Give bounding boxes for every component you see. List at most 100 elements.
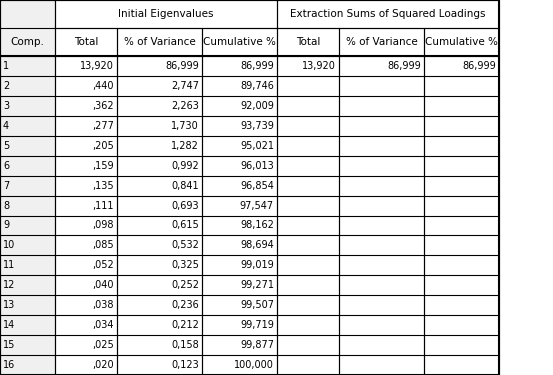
Bar — [117, 236, 202, 255]
Bar — [339, 315, 424, 335]
Text: 13: 13 — [3, 300, 15, 310]
Bar — [55, 56, 117, 76]
Text: 4: 4 — [3, 121, 9, 131]
Text: 6: 6 — [3, 160, 9, 171]
Bar — [117, 255, 202, 275]
Bar — [277, 28, 339, 56]
Text: ,111: ,111 — [92, 201, 114, 210]
Bar — [277, 355, 339, 375]
Bar — [117, 315, 202, 335]
Bar — [0, 156, 55, 176]
Bar — [55, 136, 117, 156]
Text: 99,271: 99,271 — [240, 280, 274, 290]
Text: 98,162: 98,162 — [240, 220, 274, 231]
Text: 15: 15 — [3, 340, 15, 350]
Bar — [339, 76, 424, 96]
Bar — [202, 315, 277, 335]
Text: Comp.: Comp. — [11, 37, 44, 47]
Bar — [0, 0, 55, 28]
Bar — [339, 236, 424, 255]
Text: 9: 9 — [3, 220, 9, 231]
Text: % of Variance: % of Variance — [124, 37, 195, 47]
Bar — [202, 196, 277, 216]
Bar — [424, 355, 499, 375]
Text: 0,615: 0,615 — [171, 220, 199, 231]
Bar — [55, 176, 117, 196]
Bar — [0, 335, 55, 355]
Bar — [202, 96, 277, 116]
Bar — [424, 295, 499, 315]
Text: 95,021: 95,021 — [240, 141, 274, 151]
Bar — [339, 216, 424, 236]
Bar — [55, 216, 117, 236]
Text: 0,532: 0,532 — [171, 240, 199, 250]
Bar — [277, 315, 339, 335]
Bar — [424, 275, 499, 295]
Bar — [339, 96, 424, 116]
Text: 96,013: 96,013 — [240, 160, 274, 171]
Bar — [55, 76, 117, 96]
Bar — [55, 156, 117, 176]
Bar — [424, 76, 499, 96]
Bar — [202, 355, 277, 375]
Bar — [117, 156, 202, 176]
Text: 14: 14 — [3, 320, 15, 330]
Bar — [339, 56, 424, 76]
Text: Extraction Sums of Squared Loadings: Extraction Sums of Squared Loadings — [290, 9, 486, 19]
Bar — [202, 255, 277, 275]
Bar — [424, 156, 499, 176]
Bar — [277, 295, 339, 315]
Text: ,040: ,040 — [92, 280, 114, 290]
Bar — [339, 295, 424, 315]
Bar — [277, 0, 499, 28]
Text: 86,999: 86,999 — [462, 61, 496, 71]
Bar — [202, 56, 277, 76]
Bar — [424, 196, 499, 216]
Bar — [424, 116, 499, 136]
Bar — [277, 156, 339, 176]
Bar — [339, 28, 424, 56]
Bar — [55, 355, 117, 375]
Bar — [0, 176, 55, 196]
Bar — [55, 96, 117, 116]
Text: 0,212: 0,212 — [171, 320, 199, 330]
Bar — [117, 96, 202, 116]
Bar — [117, 295, 202, 315]
Bar — [0, 236, 55, 255]
Bar — [277, 56, 339, 76]
Bar — [277, 335, 339, 355]
Bar — [0, 295, 55, 315]
Bar — [0, 28, 55, 56]
Bar — [202, 275, 277, 295]
Bar — [424, 216, 499, 236]
Text: 99,019: 99,019 — [240, 260, 274, 270]
Bar — [117, 196, 202, 216]
Text: 1: 1 — [3, 61, 9, 71]
Text: ,277: ,277 — [92, 121, 114, 131]
Text: 0,841: 0,841 — [171, 181, 199, 190]
Text: ,205: ,205 — [92, 141, 114, 151]
Text: 2,263: 2,263 — [171, 101, 199, 111]
Bar — [55, 28, 117, 56]
Bar — [55, 236, 117, 255]
Text: 100,000: 100,000 — [234, 360, 274, 370]
Bar — [202, 156, 277, 176]
Bar — [117, 136, 202, 156]
Text: 0,252: 0,252 — [171, 280, 199, 290]
Bar — [0, 216, 55, 236]
Bar — [55, 196, 117, 216]
Text: 0,693: 0,693 — [171, 201, 199, 210]
Bar — [0, 56, 55, 76]
Text: 86,999: 86,999 — [165, 61, 199, 71]
Bar — [424, 255, 499, 275]
Bar — [202, 295, 277, 315]
Bar — [55, 255, 117, 275]
Text: Total: Total — [74, 37, 98, 47]
Bar — [0, 116, 55, 136]
Text: ,038: ,038 — [92, 300, 114, 310]
Text: 10: 10 — [3, 240, 15, 250]
Text: 2,747: 2,747 — [171, 81, 199, 91]
Bar — [55, 116, 117, 136]
Text: ,098: ,098 — [92, 220, 114, 231]
Text: 0,123: 0,123 — [171, 360, 199, 370]
